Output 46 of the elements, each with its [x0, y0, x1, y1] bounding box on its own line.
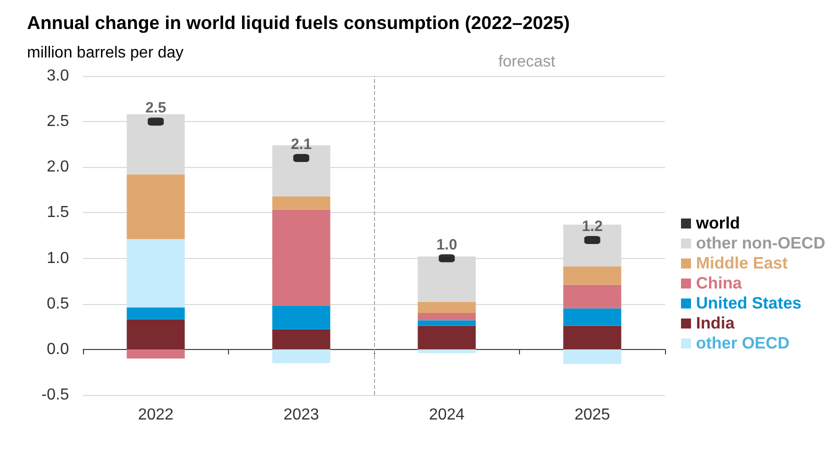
- data-label: 1.2: [582, 218, 603, 236]
- y-axis-title: million barrels per day: [27, 44, 184, 62]
- bar: [418, 349, 476, 354]
- bar: [272, 329, 330, 350]
- bar: [272, 210, 330, 306]
- y-tick-label: 1.5: [46, 204, 70, 222]
- x-tick-label: 2025: [574, 406, 610, 424]
- data-label: 2.1: [290, 136, 312, 154]
- legend-label: India: [696, 314, 736, 332]
- y-tick-label: 0.0: [46, 340, 70, 358]
- y-tick-label: 2.0: [46, 158, 70, 176]
- chart-title: Annual change in world liquid fuels consumption (2022–2025): [27, 12, 570, 33]
- bar: [126, 239, 185, 308]
- ref-line-label: forecast: [498, 54, 556, 70]
- legend-label: other non-OECD: [696, 234, 826, 252]
- y-tick-label: 1.0: [46, 250, 70, 267]
- bar: [126, 174, 185, 240]
- data-label: 2.5: [145, 100, 166, 117]
- y-tick-label: 3.0: [46, 68, 70, 84]
- bar: [563, 326, 622, 350]
- bar: [563, 308, 622, 326]
- x-tick-label: 2022: [138, 406, 174, 424]
- y-tick-label: 2.5: [46, 113, 70, 130]
- legend-label: United States: [696, 294, 802, 312]
- bar: [126, 349, 185, 359]
- x-tick-label: 2024: [428, 406, 465, 424]
- legend-label: world: [695, 214, 740, 232]
- bar: [272, 306, 330, 330]
- data-label: 1.0: [436, 236, 458, 254]
- y-tick-label: 0.5: [46, 295, 70, 312]
- bar: [418, 312, 476, 320]
- bar: [418, 302, 476, 313]
- bar: [418, 326, 476, 350]
- legend-label: China: [696, 274, 743, 292]
- bar: [563, 284, 622, 308]
- bar: [272, 196, 330, 210]
- bar: [272, 349, 330, 364]
- bar: [126, 319, 185, 350]
- bar: [418, 320, 476, 326]
- legend-label: other OECD: [696, 334, 790, 352]
- legend-label: Middle East: [696, 254, 788, 272]
- bar: [126, 308, 185, 320]
- bar: [563, 266, 622, 285]
- x-tick-label: 2023: [283, 406, 320, 424]
- bar: [563, 349, 622, 364]
- y-tick-label: -0.5: [41, 386, 70, 404]
